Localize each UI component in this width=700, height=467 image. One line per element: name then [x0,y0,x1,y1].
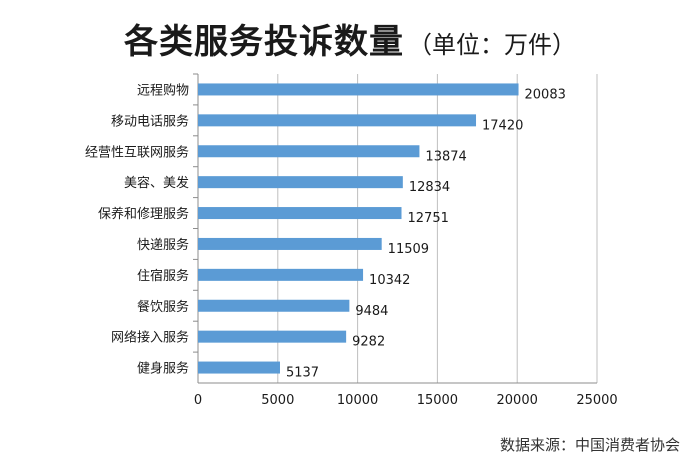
category-label: 住宿服务 [137,268,189,284]
chart-title: 各类服务投诉数量 [124,22,404,62]
bar [198,299,350,312]
data-label: 20083 [525,87,566,102]
chart-title-row: 各类服务投诉数量 （单位：万件） [0,14,700,63]
category-label: 快递服务 [137,237,189,253]
x-tick-label: 20000 [497,393,538,408]
chart-unit: （单位：万件） [408,31,576,59]
bar [198,361,280,374]
data-label: 9484 [355,304,388,319]
data-label: 12834 [409,180,450,195]
category-label: 远程购物 [137,82,189,98]
category-label: 保养和修理服务 [98,206,189,222]
bar [198,330,347,343]
bar [198,176,403,189]
x-tick-label: 15000 [417,393,458,408]
category-label: 美容、美发 [124,175,189,191]
data-label: 10342 [369,273,410,288]
data-label: 12751 [408,211,449,226]
category-label: 健身服务 [137,361,189,377]
category-label: 移动电话服务 [111,113,189,129]
category-label: 餐饮服务 [137,299,189,315]
data-label: 13874 [425,149,466,164]
x-tick-label: 5000 [261,393,294,408]
bar [198,237,382,250]
data-label: 5137 [286,366,319,381]
bar [198,83,519,96]
category-label: 经营性互联网服务 [85,144,189,160]
x-tick-label: 0 [194,393,202,408]
data-label: 9282 [352,335,385,350]
data-source: 数据来源：中国消费者协会 [499,436,680,454]
bar [198,114,477,127]
bar [198,207,402,220]
x-tick-label: 25000 [576,393,617,408]
x-tick-label: 10000 [337,393,378,408]
bar [198,268,364,281]
data-label: 17420 [482,118,523,133]
bar [198,145,420,158]
category-label: 网络接入服务 [111,330,189,346]
data-label: 11509 [388,242,429,257]
